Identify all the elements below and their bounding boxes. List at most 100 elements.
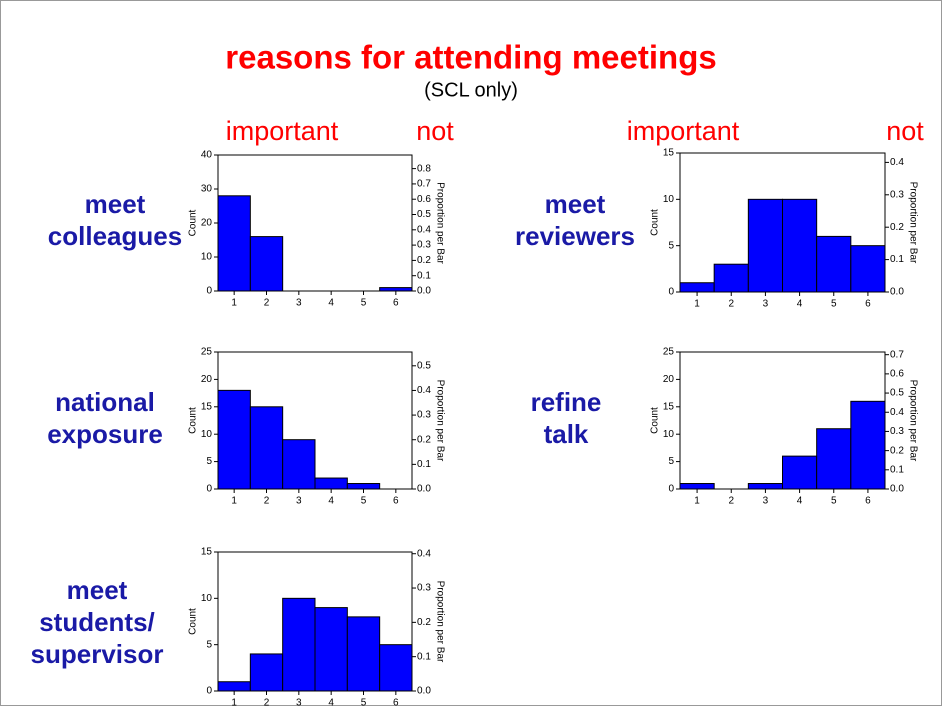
bar [816, 235, 852, 293]
y2-tick-label: 0.4 [890, 407, 904, 418]
y-tick-label: 30 [201, 184, 213, 195]
scale-right: not [886, 116, 924, 146]
bar [314, 607, 348, 692]
bar [249, 406, 284, 490]
plot-frame [217, 551, 413, 692]
x-tick-label: 5 [831, 299, 837, 310]
x-tick-label: 2 [264, 698, 270, 709]
y-tick-label: 15 [663, 148, 675, 159]
bar [282, 597, 316, 692]
y-tick-label: 40 [201, 150, 213, 161]
bar [679, 282, 715, 293]
bar [679, 483, 715, 490]
y-axis-label: Count [650, 209, 661, 236]
y2-tick-label: 0.2 [417, 434, 431, 445]
x-tick-label: 6 [865, 496, 871, 507]
y2-tick-label: 0.1 [890, 464, 904, 475]
y-tick-label: 5 [668, 240, 674, 251]
y2-tick-label: 0.5 [417, 360, 431, 371]
y-tick-label: 0 [206, 484, 212, 495]
chart-label: refine [531, 387, 602, 417]
bar [747, 198, 783, 293]
x-tick-label: 4 [328, 298, 334, 309]
x-tick-label: 5 [361, 298, 367, 309]
plot-frame [679, 152, 886, 293]
x-tick-label: 6 [865, 299, 871, 310]
y2-tick-label: 0.3 [417, 583, 431, 594]
y2-tick-label: 0.3 [890, 426, 904, 437]
plot-frame [679, 351, 886, 490]
y2-tick-label: 0.2 [417, 255, 431, 266]
y2-tick-label: 0.5 [417, 209, 431, 220]
bar [850, 400, 886, 490]
y-tick-label: 20 [663, 374, 675, 385]
chart-label: meet [545, 189, 606, 219]
y2-tick-label: 0.0 [417, 686, 431, 697]
y2-tick-label: 0.0 [890, 484, 904, 495]
y2-tick-label: 0.4 [417, 224, 431, 235]
y2-tick-label: 0.6 [890, 369, 904, 380]
bar [217, 681, 251, 692]
y2-tick-label: 0.1 [417, 459, 431, 470]
chart-label: meet [67, 575, 128, 605]
x-tick-label: 2 [264, 298, 270, 309]
scale-left: important [226, 116, 339, 146]
bar [346, 616, 381, 692]
chart-label: meet [85, 189, 146, 219]
x-tick-label: 2 [728, 496, 734, 507]
bar [713, 263, 749, 293]
y-tick-label: 10 [663, 429, 675, 440]
y-tick-label: 25 [201, 347, 213, 358]
y-tick-label: 0 [668, 287, 674, 298]
x-tick-label: 6 [393, 496, 399, 507]
y-tick-label: 10 [201, 252, 213, 263]
y-tick-label: 25 [663, 347, 675, 358]
y2-tick-label: 0.2 [890, 222, 904, 233]
bar [346, 483, 381, 490]
chart-label: supervisor [31, 639, 164, 669]
chart-label: exposure [47, 419, 163, 449]
y-tick-label: 10 [201, 429, 213, 440]
y2-tick-label: 0.0 [890, 287, 904, 298]
y-tick-label: 10 [201, 593, 213, 604]
y-tick-label: 15 [201, 547, 213, 558]
bar [816, 428, 852, 490]
y-tick-label: 10 [663, 194, 675, 205]
chart-label: students/ [39, 607, 155, 637]
x-tick-label: 1 [231, 698, 237, 709]
bar [782, 455, 818, 490]
bar [314, 477, 348, 490]
y-tick-label: 20 [201, 218, 213, 229]
y-tick-label: 0 [668, 484, 674, 495]
y2-tick-label: 0.3 [890, 189, 904, 200]
bar [249, 236, 284, 292]
x-tick-label: 6 [393, 298, 399, 309]
x-tick-label: 2 [264, 496, 270, 507]
y-axis-label: Count [188, 209, 199, 236]
y2-tick-label: 0.0 [417, 286, 431, 297]
bar [217, 389, 251, 490]
y-axis-label: Count [188, 407, 199, 434]
chart-label: national [55, 387, 155, 417]
subtitle: (SCL only) [424, 79, 518, 101]
y-tick-label: 5 [206, 639, 212, 650]
y2-axis-label: Proportion per Bar [907, 380, 918, 462]
title: reasons for attending meetings [225, 39, 716, 76]
x-tick-label: 1 [694, 299, 700, 310]
bar [850, 245, 886, 293]
chart-label: reviewers [515, 221, 635, 251]
y2-tick-label: 0.7 [890, 349, 904, 360]
y2-tick-label: 0.0 [417, 484, 431, 495]
x-tick-label: 1 [231, 496, 237, 507]
y2-tick-label: 0.8 [417, 163, 431, 174]
y-tick-label: 15 [663, 401, 675, 412]
y2-tick-label: 0.5 [890, 388, 904, 399]
y2-tick-label: 0.1 [417, 270, 431, 281]
y2-tick-label: 0.4 [890, 157, 904, 168]
x-tick-label: 5 [361, 698, 367, 709]
y2-tick-label: 0.4 [417, 385, 431, 396]
y-tick-label: 20 [201, 374, 213, 385]
y-tick-label: 0 [206, 686, 212, 697]
